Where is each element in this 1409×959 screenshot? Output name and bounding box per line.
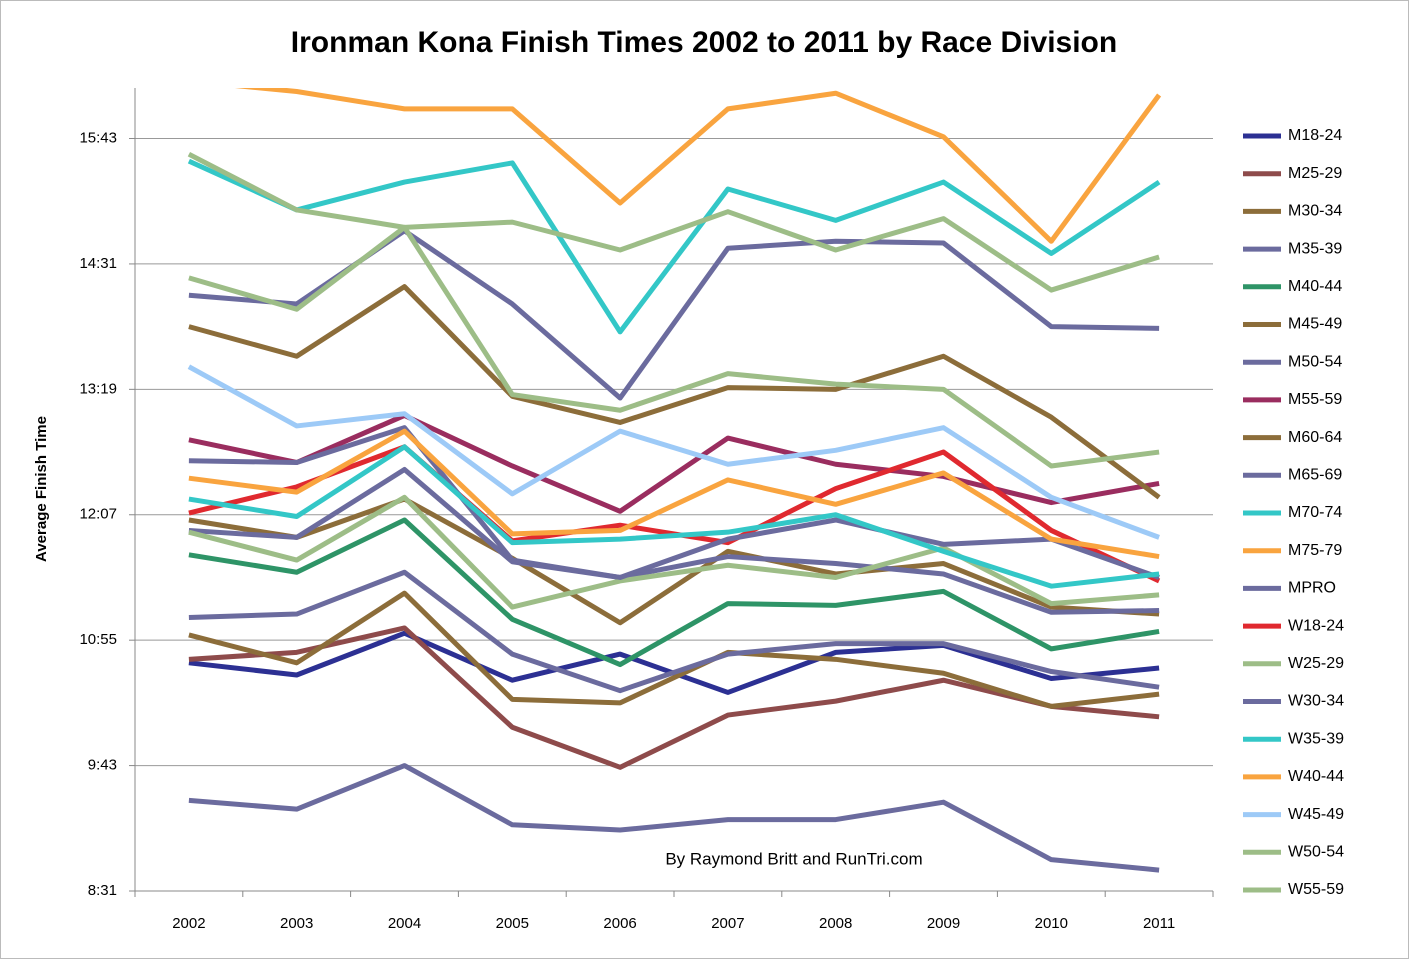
legend-label: M60-64: [1288, 429, 1342, 446]
y-tick-label: 13:19: [79, 380, 117, 397]
legend-label: M18-24: [1288, 127, 1342, 144]
legend-label: M30-34: [1288, 203, 1342, 220]
legend-label: W18-24: [1288, 617, 1344, 634]
legend-label: M40-44: [1288, 278, 1342, 295]
legend-label: W40-44: [1288, 768, 1344, 785]
series-line: [188, 444, 1160, 589]
series-line: [187, 158, 1161, 335]
legend-label: W55-59: [1288, 881, 1344, 898]
series-line: [187, 364, 1160, 540]
legend-label: M35-39: [1288, 240, 1342, 257]
y-axis-label: Average Finish Time: [33, 416, 50, 562]
legend-label: W50-54: [1288, 844, 1344, 861]
y-tick-label: 8:31: [88, 882, 117, 899]
legend: M18-24 M25-29 M30-34 M35-39 M40-44 M45-49 M50-…: [1243, 127, 1344, 898]
x-tick-label: 2008: [819, 915, 852, 932]
y-tick-label: 15:43: [79, 129, 117, 146]
chart-title: Ironman Kona Finish Times 2002 to 2011 b…: [291, 26, 1117, 59]
x-tick-label: 2006: [603, 915, 636, 932]
series-line: [188, 494, 1160, 610]
y-tick-label: 12:07: [79, 506, 117, 523]
series-line: [188, 466, 1160, 615]
x-tick-label: 2002: [172, 915, 205, 932]
series-line: [188, 496, 1160, 626]
legend-label: W30-34: [1288, 693, 1344, 710]
legend-label: W35-39: [1288, 730, 1344, 747]
axes: 8:31 9:43 10:55 12:07 13:19 14:31 15:43 2002 200…: [79, 88, 1214, 932]
series-line: [188, 763, 1160, 873]
legend-label: M25-29: [1288, 165, 1342, 182]
series-line: [234, 88, 1162, 244]
x-tick-label: 2005: [496, 915, 529, 932]
series-line: [188, 517, 1160, 668]
x-tick-label: 2004: [388, 915, 421, 932]
x-tick-label: 2011: [1143, 915, 1175, 932]
legend-label: M55-59: [1288, 391, 1342, 408]
y-tick-label: 10:55: [79, 631, 117, 648]
legend-label: M65-69: [1288, 467, 1342, 484]
x-tick-label: 2010: [1035, 915, 1068, 932]
x-tick-label: 2009: [927, 915, 960, 932]
legend-label: M45-49: [1288, 316, 1342, 333]
series-line: [188, 425, 1160, 580]
legend-label: W45-49: [1288, 806, 1344, 823]
x-tick-label: 2003: [280, 915, 313, 932]
plot-lines: [187, 88, 1162, 873]
x-tick-label: 2007: [711, 915, 744, 932]
series-line: [188, 590, 1160, 709]
y-tick-label: 14:31: [79, 255, 117, 272]
series-line: [188, 284, 1161, 500]
series-line: [188, 625, 1160, 770]
series-line: [188, 569, 1160, 694]
series-line: [187, 151, 1160, 293]
annotation: By Raymond Britt and RunTri.com: [665, 849, 922, 868]
series-line: [188, 428, 1160, 560]
legend-label: M70-74: [1288, 504, 1342, 521]
legend-label: W25-29: [1288, 655, 1344, 672]
legend-label: MPRO: [1288, 580, 1336, 597]
series-line: [188, 224, 1160, 469]
legend-label: M75-79: [1288, 542, 1342, 559]
y-tick-label: 9:43: [88, 757, 117, 774]
legend-label: M50-54: [1288, 353, 1342, 370]
